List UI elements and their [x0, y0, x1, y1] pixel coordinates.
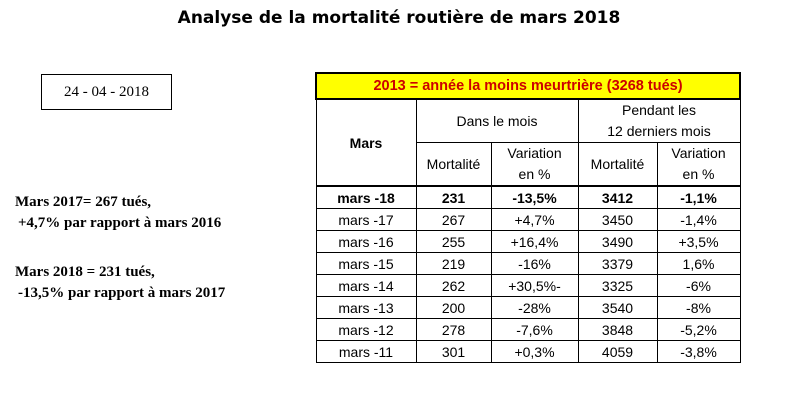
year-mortality: 3540 [577, 296, 658, 319]
month-mortality: 267 [415, 208, 492, 231]
month-mortality: 219 [415, 252, 492, 275]
group-header-12-line2: 12 derniers mois [607, 123, 711, 139]
month-mortality: 231 [415, 185, 492, 209]
year-variation: -3,8% [656, 340, 741, 363]
column-header-mars: Mars [315, 98, 417, 187]
table-row: mars -17 267 +4,7% 3450 -1,4% [315, 208, 741, 231]
subheader-variation-month: Variation en % [490, 142, 579, 187]
year-mortality: 4059 [577, 340, 658, 363]
row-label: mars -14 [315, 274, 417, 297]
year-variation: -5,2% [656, 318, 741, 341]
year-mortality: 3325 [577, 274, 658, 297]
month-variation: +30,5%- [490, 274, 579, 297]
table-row: mars -16 255 +16,4% 3490 +3,5% [315, 230, 741, 253]
mortality-table: 2013 = année la moins meurtrière (3268 t… [315, 72, 741, 363]
group-header-12-months: Pendant les 12 derniers mois [577, 98, 741, 143]
table-row: mars -14 262 +30,5%- 3325 -6% [315, 274, 741, 297]
table-banner: 2013 = année la moins meurtrière (3268 t… [315, 72, 741, 100]
subheader-variation-line1: Variation [671, 145, 726, 161]
month-variation: +16,4% [490, 230, 579, 253]
row-label: mars -16 [315, 230, 417, 253]
note-2017: Mars 2017= 267 tués, +4,7% par rapport à… [15, 192, 221, 234]
month-variation: -28% [490, 296, 579, 319]
table-row: mars -13 200 -28% 3540 -8% [315, 296, 741, 319]
group-header-12-line1: Pendant les [622, 102, 696, 118]
table-row: mars -12 278 -7,6% 3848 -5,2% [315, 318, 741, 341]
month-mortality: 301 [415, 340, 492, 363]
month-variation: -7,6% [490, 318, 579, 341]
year-mortality: 3379 [577, 252, 658, 275]
month-mortality: 262 [415, 274, 492, 297]
note-2018: Mars 2018 = 231 tués, -13,5% par rapport… [15, 262, 225, 304]
year-mortality: 3490 [577, 230, 658, 253]
page-title: Analyse de la mortalité routière de mars… [177, 8, 621, 28]
year-mortality: 3848 [577, 318, 658, 341]
year-variation: -6% [656, 274, 741, 297]
table-row: mars -11 301 +0,3% 4059 -3,8% [315, 340, 741, 363]
year-mortality: 3412 [577, 185, 658, 209]
group-header-month: Dans le mois [415, 98, 579, 143]
year-variation: +3,5% [656, 230, 741, 253]
year-variation: 1,6% [656, 252, 741, 275]
row-label: mars -17 [315, 208, 417, 231]
note-2017-line2: +4,7% par rapport à mars 2016 [18, 215, 222, 231]
year-variation: -1,1% [656, 185, 741, 209]
month-mortality: 255 [415, 230, 492, 253]
subheader-variation-line2: en % [682, 166, 715, 182]
row-label: mars -13 [315, 296, 417, 319]
row-label: mars -12 [315, 318, 417, 341]
subheader-mortalite-12m: Mortalité [577, 142, 658, 187]
year-variation: -8% [656, 296, 741, 319]
year-mortality: 3450 [577, 208, 658, 231]
table-row: mars -15 219 -16% 3379 1,6% [315, 252, 741, 275]
row-label: mars -18 [315, 185, 417, 209]
note-2018-line1: Mars 2018 = 231 tués, [15, 264, 155, 280]
month-variation: +4,7% [490, 208, 579, 231]
year-variation: -1,4% [656, 208, 741, 231]
month-mortality: 278 [415, 318, 492, 341]
subheader-variation-line1: Variation [507, 145, 562, 161]
note-2018-line2: -13,5% par rapport à mars 2017 [18, 285, 226, 301]
month-variation: -16% [490, 252, 579, 275]
date-box: 24 - 04 - 2018 [41, 74, 172, 110]
subheader-mortalite-month: Mortalité [415, 142, 492, 187]
table-row: mars -18 231 -13,5% 3412 -1,1% [315, 185, 741, 209]
note-2017-line1: Mars 2017= 267 tués, [15, 194, 152, 210]
row-label: mars -11 [315, 340, 417, 363]
month-variation: -13,5% [490, 185, 579, 209]
subheader-variation-line2: en % [518, 166, 551, 182]
subheader-variation-12m: Variation en % [656, 142, 741, 187]
month-mortality: 200 [415, 296, 492, 319]
month-variation: +0,3% [490, 340, 579, 363]
row-label: mars -15 [315, 252, 417, 275]
